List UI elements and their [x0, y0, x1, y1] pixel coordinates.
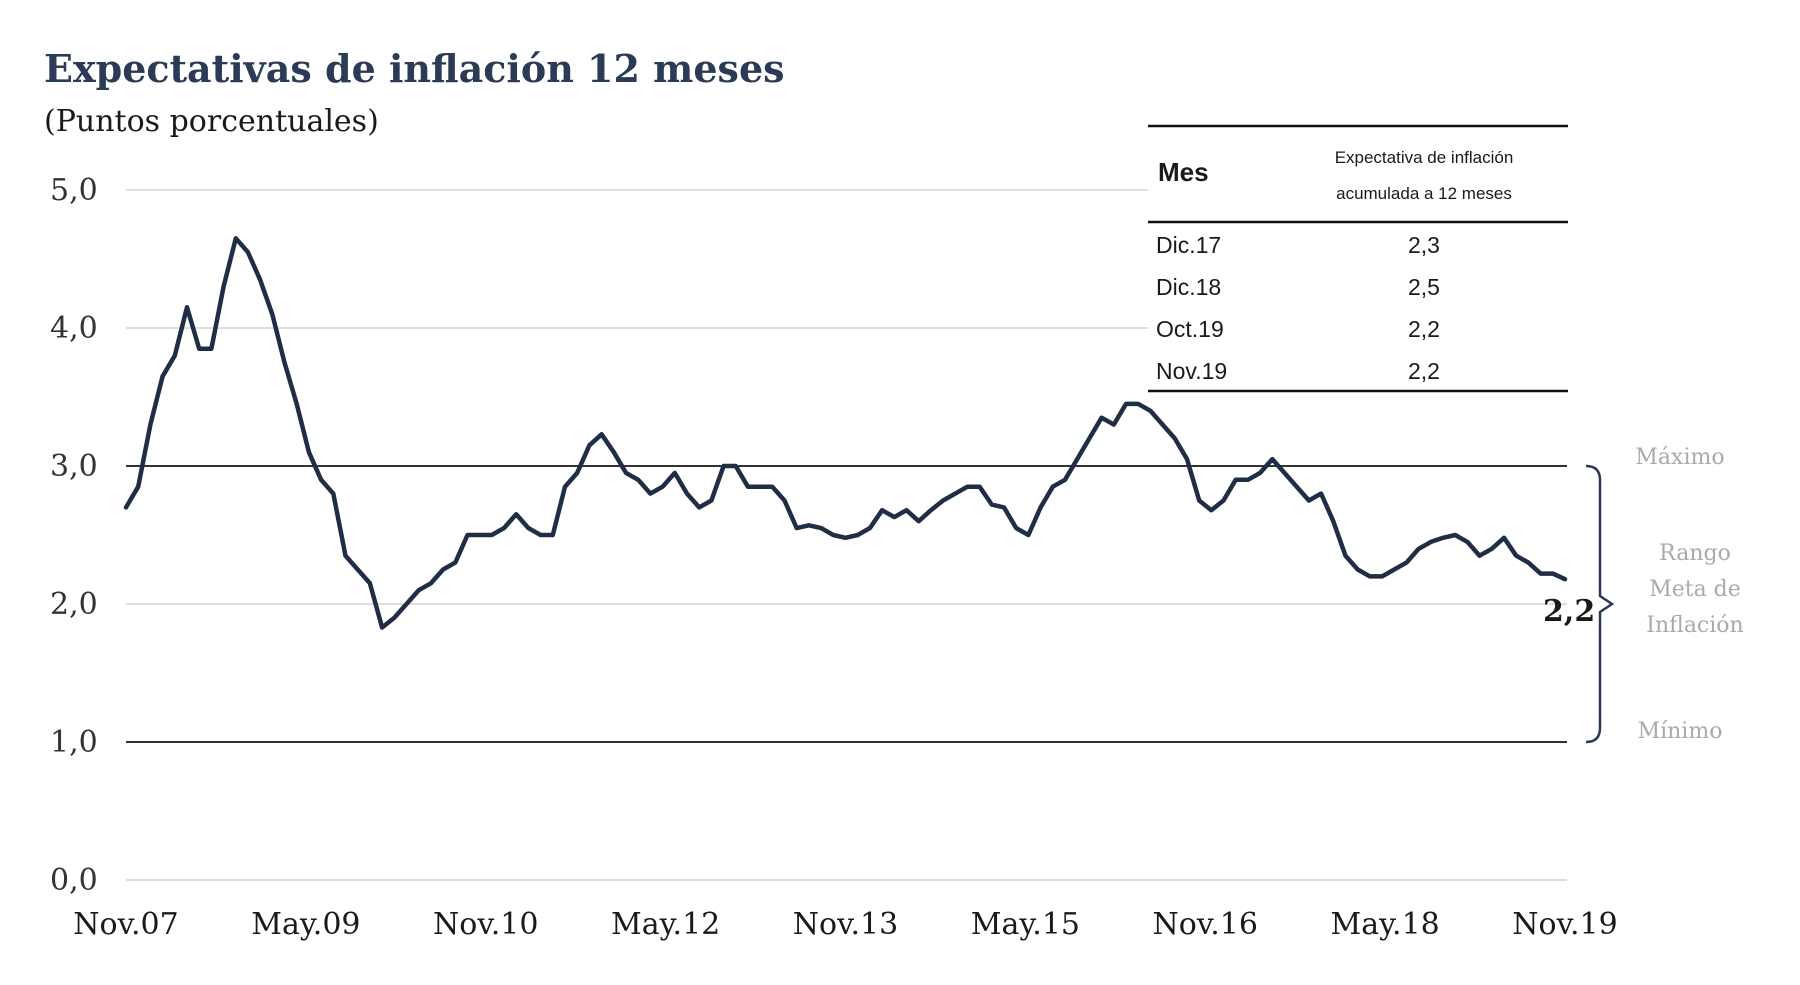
table-cell-value: 2,3	[1408, 232, 1440, 258]
x-axis-ticks: Nov.07 May.09 Nov.10 May.12 Nov.13 May.15 Nov.…	[73, 907, 1617, 942]
chart-title: Expectativas de inflación 12 meses	[44, 46, 785, 91]
end-value-label: 2,2	[1543, 594, 1595, 629]
chart-subtitle: (Puntos porcentuales)	[44, 104, 379, 139]
range-bracket	[1585, 464, 1615, 744]
y-tick-label: 0,0	[50, 863, 98, 898]
target-range-bracket: Máximo Mínimo Rango Meta de Inflación	[1585, 445, 1744, 744]
max-reference-label: Máximo	[1635, 445, 1724, 470]
x-tick-label: Nov.16	[1153, 907, 1258, 942]
x-tick-label: Nov.13	[793, 907, 898, 942]
y-tick-label: 4,0	[50, 311, 98, 346]
y-tick-label: 5,0	[50, 173, 98, 208]
table-cell-value: 2,5	[1408, 274, 1440, 300]
min-reference-label: Mínimo	[1638, 719, 1723, 744]
x-tick-label: May.09	[251, 907, 360, 942]
x-tick-label: May.15	[971, 907, 1080, 942]
table-cell-month: Dic.18	[1156, 274, 1221, 300]
table-cell-month: Oct.19	[1156, 316, 1224, 342]
range-label-line2: Meta de	[1649, 577, 1741, 602]
table-header-month: Mes	[1158, 157, 1209, 187]
y-axis-ticks: 0,0 1,0 2,0 3,0 4,0 5,0	[50, 173, 98, 898]
expectations-table: Mes Expectativa de inflación acumulada a…	[1148, 124, 1568, 393]
range-label-line1: Rango	[1659, 541, 1731, 566]
table-cell-month: Nov.19	[1156, 358, 1227, 384]
y-tick-label: 3,0	[50, 449, 98, 484]
x-tick-label: Nov.07	[73, 907, 178, 942]
y-tick-label: 1,0	[50, 725, 98, 760]
table-cell-value: 2,2	[1408, 358, 1440, 384]
table-cell-month: Dic.17	[1156, 232, 1221, 258]
table-cell-value: 2,2	[1408, 316, 1440, 342]
x-tick-label: May.12	[611, 907, 720, 942]
series-layer	[123, 236, 1568, 630]
x-tick-label: Nov.19	[1512, 907, 1617, 942]
series-line	[123, 236, 1568, 630]
table-body: Dic.17 2,3 Dic.18 2,5 Oct.19 2,2 Nov.19 2,2	[1156, 232, 1440, 384]
table-header-expectation-1: Expectativa de inflación	[1335, 148, 1514, 167]
x-tick-label: May.18	[1330, 907, 1439, 942]
table-header-expectation-2: acumulada a 12 meses	[1336, 184, 1512, 203]
table-background	[1148, 126, 1568, 391]
y-tick-label: 2,0	[50, 587, 98, 622]
x-tick-label: Nov.10	[433, 907, 538, 942]
range-label-line3: Inflación	[1646, 613, 1743, 638]
